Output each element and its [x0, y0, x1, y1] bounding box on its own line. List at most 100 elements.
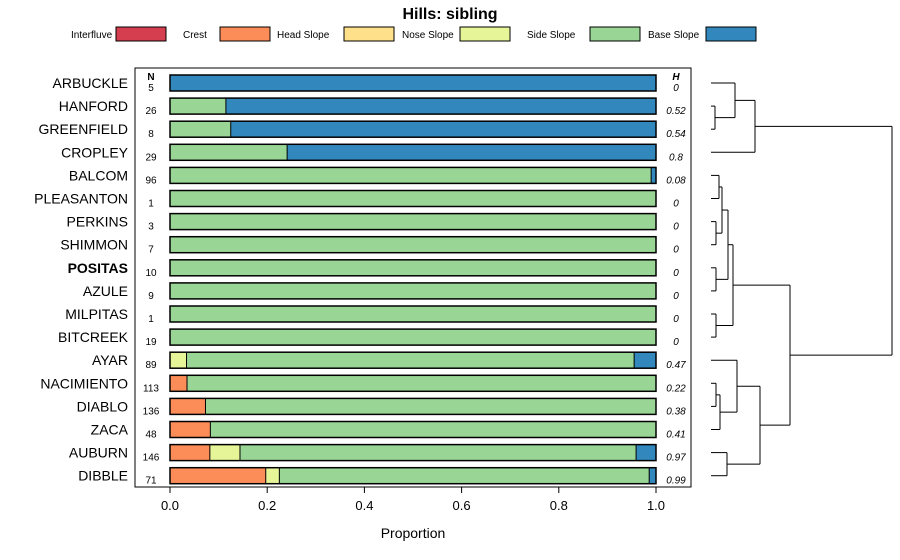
plot-panel — [134, 67, 692, 488]
x-axis-title: Proportion — [381, 525, 446, 541]
row-label-nacimiento: NACIMIENTO — [40, 375, 128, 391]
n-value-balcom: 96 — [145, 175, 157, 186]
legend-swatch-base-slope — [705, 26, 757, 42]
bar-segment-greenfield-base-slope — [230, 121, 656, 138]
bar-outline-bitcreek — [169, 328, 657, 346]
bar-outline-ayar — [169, 351, 657, 369]
h-value-greenfield: 0.54 — [666, 129, 686, 140]
n-value-positas: 10 — [145, 268, 157, 279]
legend: Interfluve Crest Head Slope Nose Slope Side … — [71, 26, 757, 42]
n-value-nacimiento: 113 — [143, 383, 159, 394]
x-tick-label-5: 1.0 — [647, 498, 665, 513]
x-tick-label-0: 0.0 — [161, 498, 179, 513]
bar-outline-hanford — [169, 97, 657, 115]
bar-segment-pleasanton-side-slope — [170, 190, 656, 207]
n-value-arbuckle: 5 — [148, 83, 154, 94]
h-value-cropley: 0.8 — [669, 152, 683, 163]
bar-segment-perkins-side-slope — [170, 213, 656, 230]
bar-segment-shimmon-side-slope — [170, 236, 656, 253]
row-label-diablo: DIABLO — [77, 398, 128, 414]
bar-outline-auburn — [169, 443, 657, 462]
row-label-positas: POSITAS — [68, 260, 128, 276]
bar-outline-cropley — [169, 143, 657, 162]
bar-segment-cropley-side-slope — [170, 144, 288, 161]
row-label-pleasanton: PLEASANTON — [34, 191, 128, 207]
h-value-diablo: 0.38 — [666, 406, 686, 417]
bar-outline-zaca — [169, 420, 657, 439]
bar-outline-diablo — [169, 397, 657, 416]
x-tick-label-2: 0.4 — [355, 498, 373, 513]
h-column-header: H — [672, 72, 680, 83]
bar-segment-zaca-crest — [170, 421, 211, 438]
legend-swatch-head-slope — [343, 26, 395, 42]
n-value-hanford: 26 — [145, 106, 157, 117]
bar-segment-ayar-side-slope — [186, 352, 635, 369]
row-label-azule: AZULE — [83, 283, 128, 299]
bar-outline-nacimiento — [169, 374, 657, 393]
bar-outline-balcom — [169, 166, 657, 185]
legend-swatch-interfluve — [115, 26, 167, 42]
h-value-bitcreek: 0 — [673, 337, 679, 348]
legend-label-base-slope: Base Slope — [648, 30, 700, 41]
bar-segment-azule-side-slope — [170, 282, 656, 299]
bar-segment-greenfield-side-slope — [170, 121, 231, 138]
bar-segment-bitcreek-side-slope — [170, 329, 656, 346]
h-value-positas: 0 — [673, 268, 679, 279]
n-value-diablo: 136 — [143, 406, 160, 417]
row-label-greenfield: GREENFIELD — [39, 121, 128, 137]
row-label-shimmon: SHIMMON — [60, 237, 128, 253]
h-value-ayar: 0.47 — [666, 360, 686, 371]
bar-segment-milpitas-side-slope — [170, 306, 656, 322]
x-axis: 0.0 0.2 0.4 0.6 0.8 1.0 — [161, 487, 665, 513]
h-value-hanford: 0.52 — [666, 106, 686, 117]
n-value-azule: 9 — [148, 291, 154, 302]
n-value-greenfield: 8 — [148, 129, 154, 140]
n-value-perkins: 3 — [148, 222, 154, 233]
row-label-balcom: BALCOM — [69, 167, 128, 183]
bar-outline-azule — [169, 282, 657, 300]
row-label-ayar: AYAR — [92, 352, 128, 368]
n-value-ayar: 89 — [145, 360, 157, 371]
bar-segment-auburn-crest — [170, 444, 210, 461]
legend-label-crest: Crest — [183, 30, 207, 41]
bar-outline-positas — [169, 259, 657, 277]
h-value-perkins: 0 — [673, 222, 679, 233]
h-value-milpitas: 0 — [673, 314, 679, 325]
n-value-zaca: 48 — [145, 430, 157, 441]
bar-segment-nacimiento-side-slope — [187, 375, 656, 392]
bar-segment-diablo-side-slope — [205, 398, 656, 415]
n-value-milpitas: 1 — [148, 314, 154, 325]
bar-rows: ARBUCKLE 5 0 HANFORD 26 0.52 GREENFIELD 8 0.54 CR… — [34, 74, 686, 487]
legend-label-nose-slope: Nose Slope — [402, 30, 454, 41]
legend-swatch-nose-slope — [459, 26, 511, 42]
bar-segment-hanford-base-slope — [225, 98, 656, 115]
bar-outline-perkins — [169, 212, 657, 231]
h-value-nacimiento: 0.22 — [666, 383, 686, 394]
bar-outline-dibble — [169, 466, 657, 485]
x-tick-label-4: 0.8 — [550, 498, 568, 513]
h-value-pleasanton: 0 — [673, 199, 679, 210]
bar-outline-greenfield — [169, 120, 657, 138]
h-value-dibble: 0.99 — [666, 476, 686, 487]
bar-segment-cropley-base-slope — [287, 144, 656, 161]
bar-segment-auburn-side-slope — [239, 444, 637, 461]
dendrogram — [711, 82, 893, 477]
legend-label-side-slope: Side Slope — [527, 30, 576, 41]
row-label-zaca: ZACA — [91, 422, 129, 438]
n-value-dibble: 71 — [145, 476, 157, 487]
bar-outline-shimmon — [169, 235, 657, 254]
row-label-perkins: PERKINS — [67, 214, 128, 230]
bar-segment-zaca-side-slope — [210, 421, 656, 438]
n-value-cropley: 29 — [145, 152, 157, 163]
bar-segment-auburn-base-slope — [636, 444, 656, 461]
n-value-shimmon: 7 — [148, 245, 154, 256]
bar-segment-dibble-base-slope — [649, 467, 656, 484]
legend-label-interfluve: Interfluve — [71, 30, 113, 41]
bar-segment-positas-side-slope — [170, 259, 656, 276]
legend-swatch-side-slope — [589, 26, 641, 42]
row-label-milpitas: MILPITAS — [65, 306, 128, 322]
bar-segment-arbuckle-base-slope — [170, 75, 656, 91]
bar-segment-hanford-side-slope — [170, 98, 226, 115]
h-value-balcom: 0.08 — [666, 175, 686, 186]
